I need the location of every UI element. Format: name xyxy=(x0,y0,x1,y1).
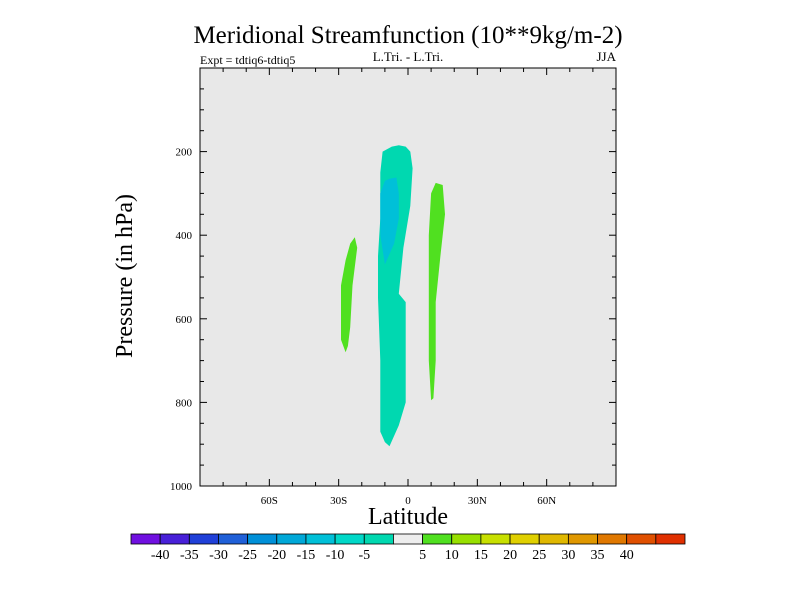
x-tick-label: 60N xyxy=(537,495,556,507)
colorbar-label: -30 xyxy=(209,548,228,563)
colorbar-swatch xyxy=(655,533,686,545)
region-pos-5-to-10-south xyxy=(341,237,358,353)
colorbar-label: 15 xyxy=(474,548,488,563)
x-tick-label: 30S xyxy=(330,495,347,507)
colorbar-swatch xyxy=(451,533,482,545)
chart-title: Meridional Streamfunction (10**9kg/m-2) xyxy=(193,22,622,49)
colorbar-label: -15 xyxy=(297,548,316,563)
x-axis-label: Latitude xyxy=(368,504,448,530)
colorbar-label: -35 xyxy=(180,548,199,563)
colorbar-swatch xyxy=(334,533,365,545)
colorbar-swatch xyxy=(422,533,453,545)
colorbar-label: -5 xyxy=(358,548,370,563)
subtitle-left: Expt = tdtiq6-tdtiq5 xyxy=(200,53,295,67)
colorbar-swatch xyxy=(130,533,161,545)
colorbar-swatch xyxy=(480,533,511,545)
subtitle-center: L.Tri. - L.Tri. xyxy=(373,49,444,64)
x-tick-label: 0 xyxy=(405,495,411,507)
colorbar-swatch xyxy=(305,533,336,545)
colorbar-label: 20 xyxy=(503,548,517,563)
region-pos-5-to-10-north xyxy=(428,182,445,401)
y-axis-label: Pressure (in hPa) xyxy=(112,194,138,358)
colorbar-swatch xyxy=(218,533,249,545)
x-tick-label: 30N xyxy=(468,495,487,507)
colorbar-swatch xyxy=(597,533,628,545)
y-tick-label: 200 xyxy=(176,147,193,159)
x-tick-label: 60S xyxy=(261,495,278,507)
colorbar-label: 30 xyxy=(561,548,575,563)
y-tick-label: 400 xyxy=(176,230,193,242)
colorbar-swatch xyxy=(276,533,307,545)
colorbar-label: 25 xyxy=(532,548,546,563)
colorbar-label: -25 xyxy=(238,548,257,563)
colorbar-swatch xyxy=(159,533,190,545)
colorbar-swatch xyxy=(538,533,569,545)
colorbar-label: 5 xyxy=(419,548,426,563)
y-tick-label: 800 xyxy=(176,397,193,409)
colorbar-swatch xyxy=(567,533,598,545)
colorbar-label: 10 xyxy=(445,548,459,563)
colorbar-label: -40 xyxy=(151,548,170,563)
colorbar-swatch xyxy=(188,533,219,545)
axis-ticks: 60S 30S 0 30N 60N 200 400 600 800 1000 xyxy=(170,68,616,507)
colorbar-label: -10 xyxy=(326,548,345,563)
y-tick-label: 600 xyxy=(176,314,193,326)
colorbar-label: -20 xyxy=(267,548,286,563)
subtitle-right: JJA xyxy=(596,49,616,64)
contour-regions xyxy=(341,145,445,447)
plot-background xyxy=(200,68,616,486)
colorbar-swatch xyxy=(363,533,394,545)
colorbar-label: 40 xyxy=(620,548,634,563)
region-neg-10-to-neg-15 xyxy=(380,177,399,265)
colorbar-swatch xyxy=(509,533,540,545)
colorbar-swatch xyxy=(247,533,278,545)
colorbar-label: 35 xyxy=(591,548,605,563)
colorbar-swatch xyxy=(626,533,657,545)
colorbar: -40 -35 -30 -25 -20 -15 -10 -5 5 10 15 20 25 30 35 40 xyxy=(130,533,686,563)
colorbar-swatch xyxy=(393,533,423,545)
y-tick-label: 1000 xyxy=(170,481,193,493)
